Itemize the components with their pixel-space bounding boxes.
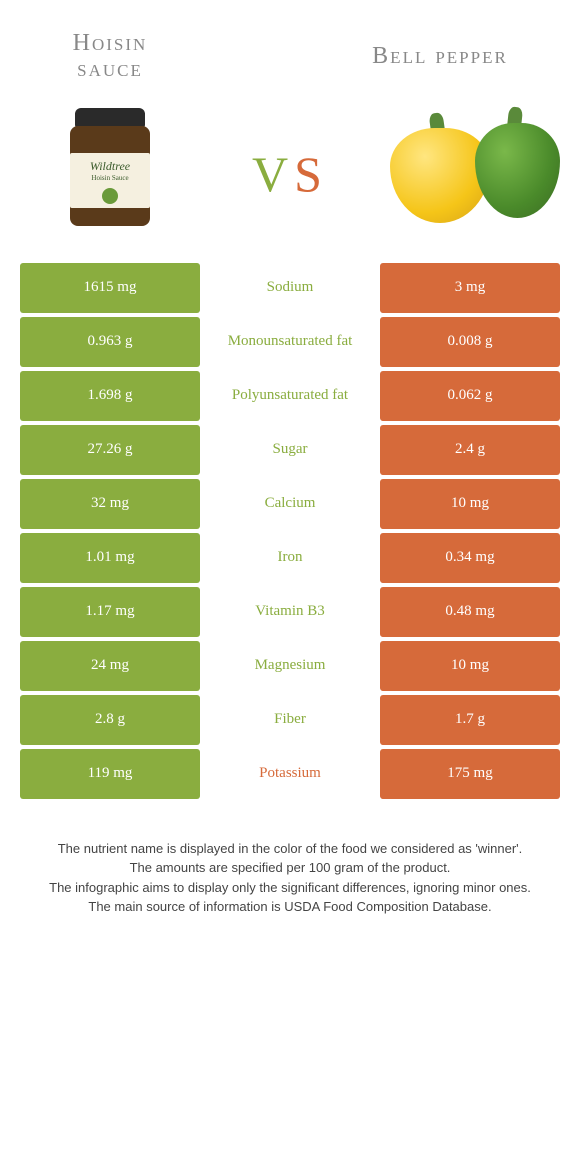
cell-nutrient-name: Sugar — [200, 425, 380, 475]
footer-notes: The nutrient name is displayed in the co… — [0, 839, 580, 917]
table-row: 1.01 mgIron0.34 mg — [20, 533, 560, 583]
cell-nutrient-name: Calcium — [200, 479, 380, 529]
vs-s: s — [294, 127, 328, 207]
cell-right-value: 1.7 g — [380, 695, 560, 745]
cell-right-value: 0.062 g — [380, 371, 560, 421]
table-row: 27.26 gSugar2.4 g — [20, 425, 560, 475]
cell-nutrient-name: Polyunsaturated fat — [200, 371, 380, 421]
cell-right-value: 10 mg — [380, 479, 560, 529]
jar-icon: Wildtree Hoisin Sauce — [65, 108, 155, 228]
cell-right-value: 2.4 g — [380, 425, 560, 475]
nutrient-table: 1615 mgSodium3 mg0.963 gMonounsaturated … — [20, 263, 560, 799]
cell-right-value: 10 mg — [380, 641, 560, 691]
cell-left-value: 119 mg — [20, 749, 200, 799]
cell-left-value: 1.698 g — [20, 371, 200, 421]
cell-right-value: 0.48 mg — [380, 587, 560, 637]
table-row: 1.698 gPolyunsaturated fat0.062 g — [20, 371, 560, 421]
cell-right-value: 3 mg — [380, 263, 560, 313]
footer-line-2: The amounts are specified per 100 gram o… — [30, 858, 550, 878]
cell-left-value: 24 mg — [20, 641, 200, 691]
cell-nutrient-name: Potassium — [200, 749, 380, 799]
cell-nutrient-name: Fiber — [200, 695, 380, 745]
cell-left-value: 1.17 mg — [20, 587, 200, 637]
jar-sub: Hoisin Sauce — [70, 174, 150, 182]
footer-line-4: The main source of information is USDA F… — [30, 897, 550, 917]
cell-right-value: 0.34 mg — [380, 533, 560, 583]
cell-right-value: 0.008 g — [380, 317, 560, 367]
table-row: 119 mgPotassium175 mg — [20, 749, 560, 799]
cell-left-value: 0.963 g — [20, 317, 200, 367]
bell-pepper-image — [390, 98, 550, 238]
footer-line-3: The infographic aims to display only the… — [30, 878, 550, 898]
table-row: 1615 mgSodium3 mg — [20, 263, 560, 313]
cell-nutrient-name: Iron — [200, 533, 380, 583]
cell-right-value: 175 mg — [380, 749, 560, 799]
table-row: 32 mgCalcium10 mg — [20, 479, 560, 529]
table-row: 2.8 gFiber1.7 g — [20, 695, 560, 745]
cell-nutrient-name: Vitamin B3 — [200, 587, 380, 637]
cell-nutrient-name: Magnesium — [200, 641, 380, 691]
cell-left-value: 1615 mg — [20, 263, 200, 313]
cell-left-value: 27.26 g — [20, 425, 200, 475]
title-bell-pepper: Bell pepper — [340, 43, 540, 69]
cell-nutrient-name: Monounsaturated fat — [200, 317, 380, 367]
table-row: 1.17 mgVitamin B30.48 mg — [20, 587, 560, 637]
cell-nutrient-name: Sodium — [200, 263, 380, 313]
title-hoisin: Hoisin sauce — [40, 30, 180, 83]
header: Hoisin sauce Bell pepper — [0, 0, 580, 93]
hoisin-image: Wildtree Hoisin Sauce — [30, 98, 190, 238]
jar-brand: Wildtree — [70, 159, 150, 174]
table-row: 24 mgMagnesium10 mg — [20, 641, 560, 691]
vs-label: vs — [252, 126, 328, 209]
vs-v: v — [252, 127, 294, 207]
table-row: 0.963 gMonounsaturated fat0.008 g — [20, 317, 560, 367]
cell-left-value: 32 mg — [20, 479, 200, 529]
footer-line-1: The nutrient name is displayed in the co… — [30, 839, 550, 859]
peppers-icon — [390, 103, 550, 233]
cell-left-value: 2.8 g — [20, 695, 200, 745]
cell-left-value: 1.01 mg — [20, 533, 200, 583]
images-row: Wildtree Hoisin Sauce vs — [0, 93, 580, 243]
